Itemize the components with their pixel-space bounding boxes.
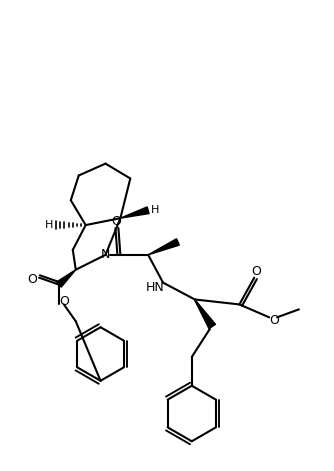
Text: H: H xyxy=(151,205,159,215)
Text: O: O xyxy=(27,273,37,286)
Text: O: O xyxy=(112,215,121,227)
Polygon shape xyxy=(120,207,149,218)
Polygon shape xyxy=(195,300,215,328)
Text: O: O xyxy=(59,295,69,308)
Text: HN: HN xyxy=(146,281,164,294)
Text: N: N xyxy=(101,248,110,261)
Polygon shape xyxy=(148,239,179,255)
Polygon shape xyxy=(56,270,76,287)
Text: O: O xyxy=(269,314,279,327)
Text: H: H xyxy=(45,220,53,230)
Text: O: O xyxy=(251,265,261,278)
